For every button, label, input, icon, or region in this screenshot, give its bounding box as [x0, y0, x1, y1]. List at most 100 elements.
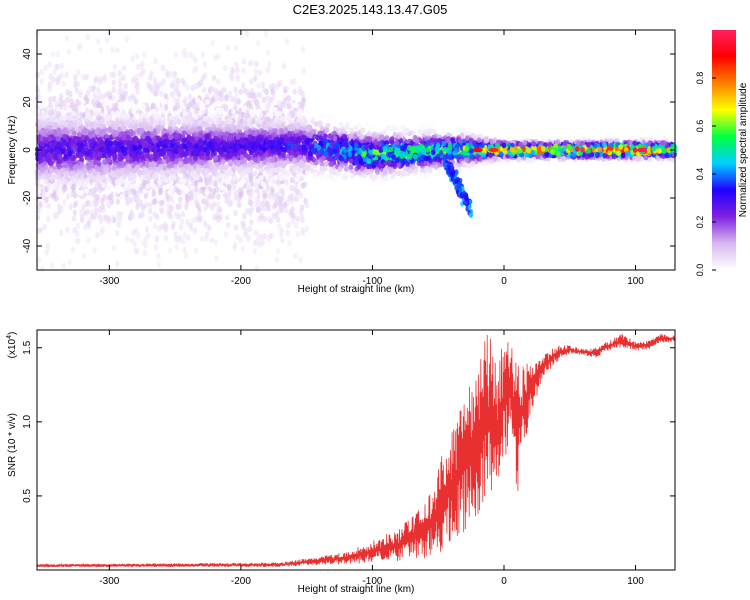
spectrogram-cell [249, 78, 254, 85]
spectrogram-cell [200, 51, 206, 58]
spectrogram-cell [66, 48, 72, 55]
spectrogram-cell [50, 50, 56, 58]
spectrogram-cell [260, 81, 266, 89]
spectrogram-cell [125, 235, 130, 243]
spectrogram-cell [148, 215, 153, 223]
spectrogram-cell [256, 82, 261, 90]
spectrogram-cell [275, 248, 281, 255]
spectrogram-cell [155, 98, 161, 105]
spectrogram-cell [105, 217, 110, 225]
spectrogram-cell [99, 229, 104, 236]
spectrogram-cell [271, 82, 277, 90]
spectrogram-cell [123, 114, 129, 120]
spectrogram-cell [59, 62, 64, 70]
spectrogram-cell [94, 231, 100, 239]
spectrogram-cell [232, 244, 237, 252]
spectrogram-cell [211, 203, 216, 211]
spectrogram-cell [279, 227, 284, 235]
spectrogram-cell [282, 62, 287, 70]
spectrogram-cell [158, 194, 164, 201]
spectrogram-cell [76, 69, 81, 76]
spectrogram-cell [77, 118, 83, 125]
spectrogram-cell [51, 76, 56, 83]
spectrogram-cell [130, 55, 135, 62]
spectrogram-cell [242, 104, 248, 111]
spectrogram-cell [136, 63, 141, 71]
spectrogram-cell [253, 74, 258, 81]
spectrogram-cell [223, 231, 229, 238]
spectrogram-cell [256, 40, 261, 47]
spectrogram-cell [232, 183, 237, 190]
spectrogram-cell [120, 87, 125, 95]
spectrogram-cell [286, 195, 292, 203]
spectrogram-cell [42, 224, 47, 231]
spectrogram-cell [301, 67, 307, 75]
spectrogram-cell [213, 239, 219, 246]
spectrogram-cell [540, 135, 546, 142]
spectrogram-cell [91, 213, 96, 221]
spectrogram-cell [274, 256, 280, 263]
spectrogram-cell [253, 68, 259, 75]
spectrogram-cell [167, 212, 173, 220]
spectrogram-cell [35, 72, 41, 79]
spectrogram-cell [45, 245, 50, 252]
spectrogram-cell [159, 90, 164, 98]
spectrogram-cell [285, 229, 290, 237]
spectrogram-cell [185, 102, 190, 110]
spectrogram-cell [194, 185, 199, 193]
spectrogram-cell [35, 214, 41, 221]
spectrogram-cell [215, 100, 221, 107]
spectrogram-cell [233, 224, 239, 231]
spectrogram-cell [39, 78, 44, 85]
spectrogram-cell [150, 102, 156, 110]
spectrogram-cell [85, 33, 91, 41]
spectrogram-cell [287, 240, 292, 247]
spectrogram-cell [135, 248, 140, 255]
spectrogram-cell [130, 77, 135, 85]
spectrogram-cell [172, 96, 177, 103]
spectrogram-cell [241, 58, 247, 65]
spectrogram-cell [94, 182, 99, 189]
spectrogram-cell [305, 109, 311, 115]
spectrogram-cell [224, 93, 229, 101]
spectrogram-cell [252, 247, 258, 255]
spectrogram-cell [297, 108, 303, 115]
spectrogram-cell [115, 198, 120, 205]
spectrogram-cell [269, 96, 274, 104]
spectrogram-cell [199, 235, 205, 243]
spectrogram-cell [262, 216, 268, 223]
spectrogram-cell [256, 240, 262, 247]
spectrogram-cell [215, 201, 220, 208]
spectrogram-cell [35, 195, 40, 203]
spectrogram-cell [286, 222, 291, 229]
spectrogram-cell [200, 75, 206, 82]
spectrogram-cell [286, 103, 292, 110]
spectrogram-cell [278, 206, 284, 213]
spectrogram-cell [202, 60, 207, 68]
spectrogram-cell [229, 199, 234, 206]
spectrogram-cell [248, 199, 254, 207]
spectrogram-cell [167, 247, 173, 254]
spectrogram-cell [234, 61, 239, 68]
spectrogram-cell [193, 247, 199, 254]
spectrogram-cell [295, 230, 301, 238]
spectrogram-cell [157, 188, 163, 196]
spectrogram-cell [54, 195, 59, 202]
spectrogram-cell [204, 236, 209, 243]
spectrogram-cell [96, 86, 101, 93]
spectrogram-cell [252, 239, 257, 247]
spectrogram-cell [139, 193, 145, 200]
spectrogram-cell [154, 213, 160, 221]
spectrogram-cell [289, 184, 294, 192]
spectrogram-cell [248, 91, 253, 99]
spectrogram-cell [210, 39, 215, 47]
spectrogram-cell [77, 203, 83, 210]
spectrogram-cell [209, 85, 214, 92]
spectrogram-cell [222, 191, 228, 199]
spectrogram-cell [289, 78, 294, 86]
spectrogram-cell [263, 30, 269, 38]
spectrogram-cell [347, 117, 353, 124]
spectrogram-cell [125, 199, 130, 206]
spectrogram-cell [58, 229, 64, 237]
